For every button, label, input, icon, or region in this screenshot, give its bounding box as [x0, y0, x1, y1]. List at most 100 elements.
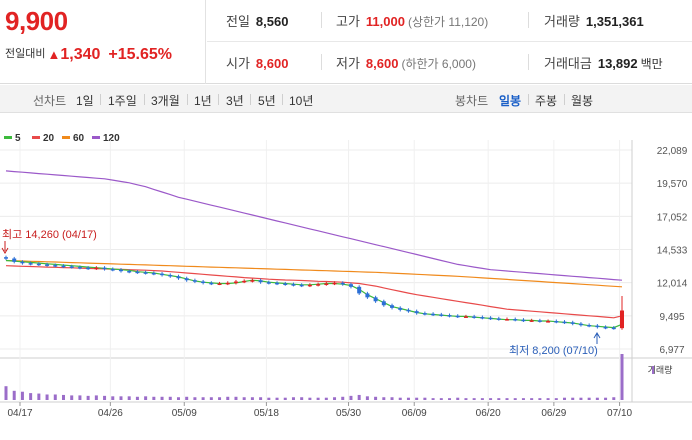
candle-body [554, 321, 559, 323]
candle-body [151, 272, 156, 275]
x-tick-label: 05/18 [254, 408, 279, 419]
volume-bar [604, 397, 608, 400]
volume-bar [464, 398, 468, 400]
tab-monthly[interactable]: 월봉 [571, 94, 594, 108]
volume-bar [168, 396, 172, 400]
x-tick-label: 06/29 [541, 408, 566, 419]
y-tick-label: 14,533 [657, 246, 688, 257]
tab-1year[interactable]: 1년 [194, 94, 212, 108]
volume-bar [250, 397, 254, 400]
volume-bar [489, 398, 493, 400]
candle-body [160, 273, 165, 276]
volume-bar [12, 390, 16, 400]
open-price: 시가 8,600 [226, 56, 289, 71]
volume-bars [4, 354, 624, 400]
candle-body [118, 269, 123, 272]
volume-bar [209, 397, 213, 400]
candle-body [447, 315, 452, 317]
trade-value: 거래대금 13,892 백만 [544, 56, 663, 71]
candle-body [242, 280, 247, 283]
tab-3year[interactable]: 3년 [226, 94, 244, 108]
x-tick-label: 04/17 [7, 408, 32, 419]
ma5-line [5, 259, 623, 329]
candle-body [86, 267, 91, 270]
volume-bar [505, 398, 509, 400]
candle-body [233, 281, 238, 284]
tab-daily[interactable]: 일봉 [499, 94, 522, 108]
candle-body [562, 321, 567, 324]
candle-body [45, 264, 50, 266]
x-tick-label: 05/09 [172, 408, 197, 419]
ma20-line [5, 265, 623, 319]
candle-body [529, 320, 534, 322]
high-annotation: 최고 14,260 (04/17) [2, 228, 97, 241]
candle-body [28, 263, 33, 265]
candle-body [570, 322, 575, 324]
candle-body [595, 325, 600, 328]
prev-close: 전일 8,560 [226, 14, 289, 29]
volume-bar [103, 395, 107, 400]
volume-bar [448, 398, 452, 400]
tab-1day[interactable]: 1일 [76, 94, 94, 108]
volume-bar [365, 396, 369, 400]
tab-10year[interactable]: 10년 [289, 94, 314, 108]
tab-3month[interactable]: 3개월 [151, 94, 180, 108]
candle-body [332, 282, 337, 285]
volume-bar [497, 398, 501, 400]
candle-body [505, 319, 510, 321]
x-tick-label: 07/10 [607, 408, 632, 419]
legend-swatch [4, 136, 12, 139]
legend-ma120: 120 [92, 133, 120, 144]
high-arrow-head [1, 247, 9, 254]
tab-weekly[interactable]: 주봉 [535, 94, 558, 108]
candle-body [521, 319, 526, 322]
stock-chart[interactable]: 22,089 19,570 17,052 14,533 12,014 9,495 6,977… [0, 140, 692, 440]
candle-chart-label[interactable]: 봉차트 [455, 94, 489, 108]
period-tab-bar: 선차트 1일 1주일 3개월 1년 3년 5년 10년 봉차트 일봉 주봉 월봉 [0, 85, 692, 113]
candle-body [455, 315, 460, 318]
candle-body [406, 309, 411, 312]
candle-body [513, 319, 518, 321]
volume-bar [259, 397, 263, 400]
moving-average-lines [5, 170, 623, 329]
volume-bar [571, 397, 575, 400]
current-price: 9,900 [5, 6, 68, 36]
candle-body [20, 261, 25, 264]
volume-bar [439, 398, 443, 400]
volume-bar [341, 396, 345, 400]
tab-1week[interactable]: 1주일 [108, 94, 137, 108]
candle-body [250, 280, 255, 282]
candle-body [127, 271, 132, 273]
volume-bar [283, 397, 287, 400]
volume-bar [176, 397, 180, 400]
volume-bar [316, 397, 320, 400]
volume-bar [160, 396, 164, 400]
candle-body [143, 272, 148, 274]
quote-row-2: 시가 8,600 저가 8,600 (하한가 6,000) 거래대금 13,892 백만 [207, 42, 692, 84]
x-tick-label: 05/30 [336, 408, 361, 419]
volume-bar [275, 397, 279, 400]
volume-bar [612, 397, 616, 400]
tab-5year[interactable]: 5년 [258, 94, 276, 108]
quote-header: 9,900 전일대비 ▲1,340 +15.65% 전일 8,560 고가 11,000… [0, 0, 692, 84]
volume-bar [521, 398, 525, 400]
ma60-line [5, 259, 623, 288]
candle-body [307, 284, 312, 287]
volume-bar [620, 354, 624, 400]
candle-body [53, 265, 58, 267]
candle-body [357, 286, 362, 294]
line-chart-label[interactable]: 선차트 [33, 94, 67, 108]
candle-body [381, 301, 386, 306]
legend-ma5: 5 [4, 133, 21, 144]
volume-bar [357, 394, 361, 400]
day-low: 저가 8,600 (하한가 6,000) [336, 56, 476, 71]
volume-bar [226, 396, 230, 400]
candle-body [324, 283, 329, 286]
volume-bar [472, 398, 476, 400]
change-amount: 1,340 [60, 46, 101, 63]
candle-body [439, 314, 444, 316]
candle-body [488, 317, 493, 320]
volume: 거래량 1,351,361 [544, 14, 644, 29]
quote-row-1: 전일 8,560 고가 11,000 (상한가 11,120) 거래량 1,351,36… [207, 0, 692, 42]
candle-body [258, 280, 263, 283]
